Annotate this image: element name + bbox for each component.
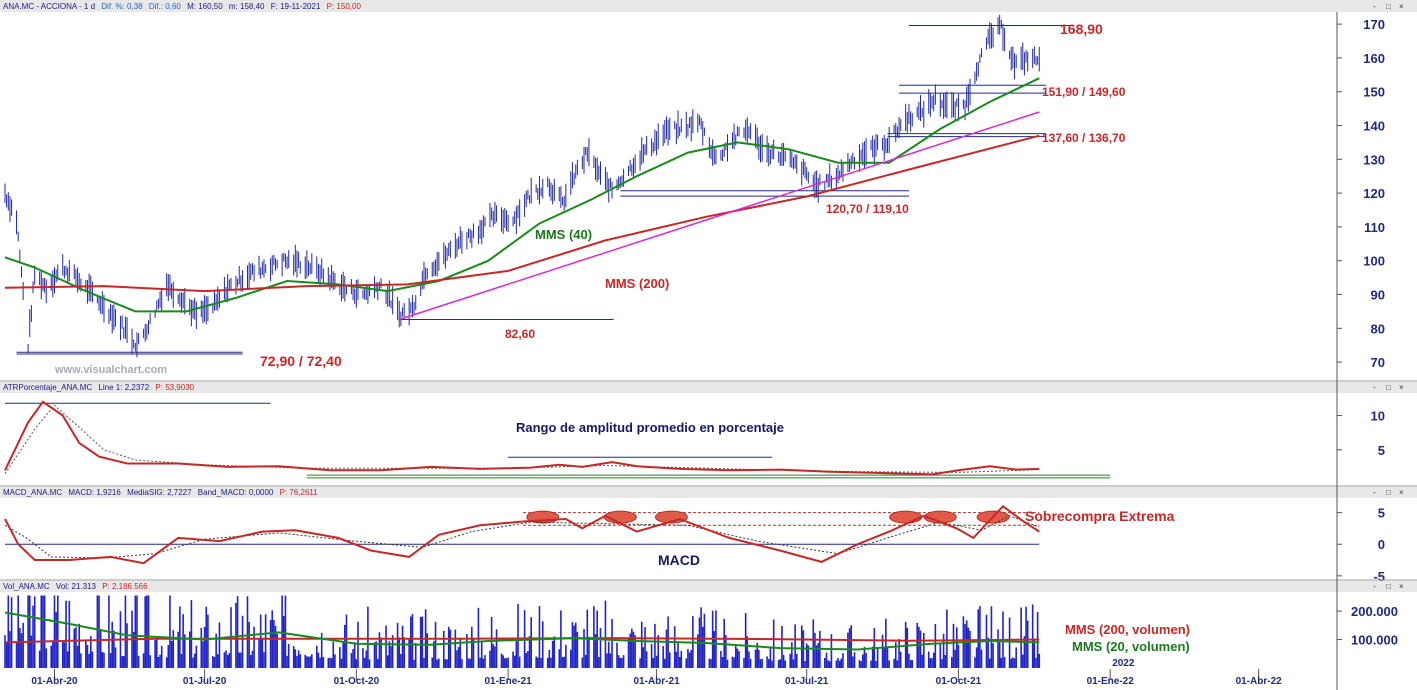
macd-header-name: MACD_ANA.MC [3, 488, 62, 497]
annotation-sma40: MMS (40) [535, 227, 592, 242]
header-max: M: 160,50 [187, 2, 223, 11]
level-label: 137,60 / 136,70 [1042, 131, 1126, 145]
x-tick-label: 01-Abr-21 [634, 676, 681, 687]
svg-text:Vol_ANA.MC Vol: 21.313: Vol_ANA.MC Vol: 21.313 P: 2.186.566 [3, 582, 148, 591]
atr-title: Rango de amplitud promedio en porcentaje [516, 420, 784, 435]
watermark: www.visualchart.com [54, 364, 167, 376]
header-dif: Dif.: 0,60 [149, 2, 182, 11]
x-tick-label: 01-Jul-21 [785, 676, 829, 687]
atr-header-name: ATRPorcentaje_ANA.MC [3, 383, 92, 392]
level-label: 151,90 / 149,60 [1042, 85, 1126, 99]
volume-bars [4, 595, 1041, 668]
vol-annotation-sma200: MMS (200, volumen) [1065, 622, 1190, 637]
macd-close-icon[interactable]: × [1399, 488, 1404, 497]
x-tick-label: 01-Oct-20 [334, 676, 380, 687]
maximize-icon[interactable]: □ [1386, 2, 1391, 11]
atr-line [4, 400, 1040, 476]
atr-minimize-icon[interactable]: - [1373, 383, 1376, 392]
macd-annotation: Sobrecompra Extrema [1025, 508, 1175, 524]
price-panel: ANA.MC - ACCIONA - 1 d Dif. %: 0,38 Dif.… [0, 0, 1417, 376]
close-icon[interactable]: × [1399, 2, 1404, 11]
sma200-line [4, 134, 1040, 293]
x-tick-label: 01-Abr-22 [1236, 676, 1283, 687]
minimize-icon[interactable]: - [1373, 2, 1376, 11]
level-label: 72,90 / 72,40 [260, 353, 342, 369]
macd-y-tick-label: 0 [1378, 537, 1385, 552]
level-label: 168,90 [1060, 21, 1103, 37]
atr-y-tick-label: 10 [1371, 409, 1385, 424]
vol-maximize-icon[interactable]: □ [1386, 582, 1391, 591]
header-symbol: ANA.MC - ACCIONA - 1 d [3, 2, 95, 11]
x-tick-label: 01-Abr-20 [31, 676, 78, 687]
price-y-tick-label: 100 [1363, 254, 1385, 269]
vol-minimize-icon[interactable]: - [1373, 582, 1376, 591]
atr-y-tick-label: 5 [1378, 443, 1385, 458]
x-tick-label: 01-Oct-21 [936, 676, 982, 687]
header-date: F: 19-11-2021 [271, 2, 321, 11]
header-price: P: 150,00 [327, 2, 362, 11]
macd-minimize-icon[interactable]: - [1373, 488, 1376, 497]
vol-header-name: Vol_ANA.MC [3, 582, 50, 591]
macd-maximize-icon[interactable]: □ [1386, 488, 1391, 497]
x-tick-label: 01-Ene-21 [484, 676, 532, 687]
svg-text:ANA.MC - ACCIONA - 1 d D: ANA.MC - ACCIONA - 1 d Dif. %: 0,38 Dif.… [3, 2, 361, 11]
macd-line [4, 504, 1040, 565]
header-dif-pct: Dif. %: 0,38 [101, 2, 143, 11]
price-y-tick-label: 120 [1363, 186, 1385, 201]
atr-header-p: P: 53,9030 [155, 383, 194, 392]
x-axis: 01-Abr-20 01-Jul-20 01-Oct-20 01-Ene-21 01-A… [31, 658, 1282, 687]
price-y-tick-label: 90 [1371, 288, 1385, 303]
vol-close-icon[interactable]: × [1399, 582, 1404, 591]
macd-title: MACD [658, 552, 700, 568]
vol-annotation-sma20: MMS (20, volumen) [1072, 639, 1190, 654]
atr-close-icon[interactable]: × [1399, 383, 1404, 392]
macd-y-tick-label: 5 [1378, 506, 1385, 521]
panel-controls-main[interactable]: - □ × [1373, 2, 1404, 11]
atr-header-line: Line 1: 2,2372 [98, 383, 149, 392]
vol-y-tick-label: 100.000 [1351, 633, 1398, 648]
vol-sma20-line [4, 611, 1040, 651]
price-y-tick-label: 80 [1371, 321, 1385, 336]
svg-text:MACD_ANA.MC MACD: 1,9216: MACD_ANA.MC MACD: 1,9216 MediaSIG: 2,722… [3, 488, 318, 497]
x-year-marker: 2022 [1112, 658, 1135, 669]
price-y-tick-label: 130 [1363, 152, 1385, 167]
price-bars [4, 14, 1040, 358]
overbought-marker [889, 510, 923, 524]
vol-header-value: Vol: 21.313 [56, 582, 97, 591]
macd-y-tick-label: -5 [1373, 569, 1385, 584]
price-y-tick-label: 150 [1363, 85, 1385, 100]
level-label: 82,60 [505, 327, 535, 341]
price-y-tick-label: 70 [1371, 355, 1385, 370]
volume-panel: Vol_ANA.MC Vol: 21.313 P: 2.186.566 - □ … [0, 581, 1417, 668]
svg-text:ATRPorcentaje_ANA.MC Lin: ATRPorcentaje_ANA.MC Line 1: 2,2372 P: 5… [3, 383, 195, 392]
header-min: m: 158,40 [229, 2, 265, 11]
price-y-tick-label: 110 [1364, 220, 1385, 235]
atr-maximize-icon[interactable]: □ [1386, 383, 1391, 392]
x-tick-label: 01-Ene-22 [1087, 676, 1135, 687]
macd-header-p: P: 76,2611 [280, 488, 319, 497]
price-y-tick-label: 140 [1363, 119, 1385, 134]
atr-panel: ATRPorcentaje_ANA.MC Line 1: 2,2372 P: 5… [0, 382, 1417, 479]
macd-header-value: MACD: 1,9216 [68, 488, 121, 497]
macd-header-band: Band_MACD: 0,0000 [198, 488, 274, 497]
vol-y-tick-label: 200.000 [1351, 604, 1398, 619]
macd-header-signal: MediaSIG: 2,7227 [127, 488, 192, 497]
level-label: 120,70 / 119,10 [826, 202, 909, 216]
annotation-sma200: MMS (200) [605, 276, 669, 291]
macd-panel: MACD_ANA.MC MACD: 1,9216 MediaSIG: 2,722… [0, 487, 1417, 584]
trendline [398, 111, 1040, 321]
price-y-tick-label: 170 [1363, 17, 1385, 32]
x-tick-label: 01-Jul-20 [183, 676, 227, 687]
sma40-line [4, 77, 1040, 313]
vol-header-p: P: 2.186.566 [102, 582, 148, 591]
price-y-tick-label: 160 [1363, 51, 1385, 66]
